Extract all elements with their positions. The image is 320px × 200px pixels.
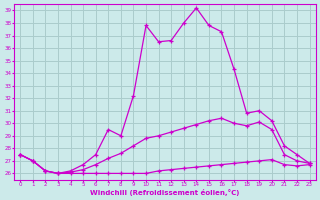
X-axis label: Windchill (Refroidissement éolien,°C): Windchill (Refroidissement éolien,°C) <box>90 189 240 196</box>
